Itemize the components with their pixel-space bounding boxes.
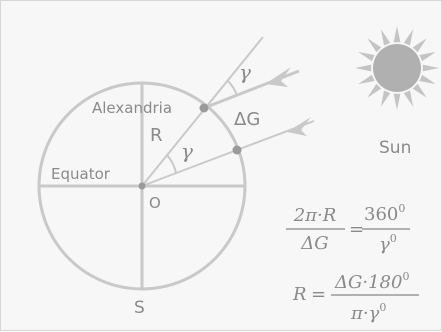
sun-ray xyxy=(380,29,391,46)
formula-circumference: 2π·R ΔG = 3600 γ0 xyxy=(286,202,410,255)
sun-ray xyxy=(403,90,414,107)
gamma-top-label: γ xyxy=(239,60,251,84)
delta-g-label: ΔG xyxy=(234,109,260,130)
sun-ray xyxy=(393,26,401,43)
formula2-lhs: R xyxy=(292,284,307,305)
formula-radius: R = ΔG·1800 π·γ0 xyxy=(292,270,419,324)
formula1-lhs-denominator: ΔG xyxy=(300,233,328,254)
angle-arc-center xyxy=(166,154,177,174)
south-label: S xyxy=(134,298,145,318)
radius-label: R xyxy=(150,125,163,146)
formula1-rhs-numerator: 3600 xyxy=(364,202,405,225)
sun-ray xyxy=(403,29,414,46)
sun-ray xyxy=(422,64,439,72)
sun-ray xyxy=(412,83,427,98)
gamma-center-label: γ xyxy=(181,139,193,163)
sun-ray xyxy=(358,74,375,85)
sun-ray xyxy=(367,83,382,98)
formula1-rhs-denominator: γ0 xyxy=(379,232,397,255)
sun-ray xyxy=(419,51,436,62)
second-city-point xyxy=(232,145,242,155)
sun-ray-arrowhead-2 xyxy=(287,117,311,136)
sun-ray xyxy=(393,93,401,110)
sun-ray xyxy=(358,51,375,62)
center-label: O xyxy=(149,194,161,212)
alexandria-label: Alexandria xyxy=(92,99,172,117)
sun-icon xyxy=(355,26,439,110)
sun-ray xyxy=(380,90,391,107)
sun-ray-arrowhead-1 xyxy=(265,67,291,87)
sun-label: Sun xyxy=(379,138,411,158)
sun-ray-alexandria xyxy=(203,69,300,110)
alexandria-point xyxy=(199,103,209,113)
formula2-denominator: π·γ0 xyxy=(350,301,386,324)
sun-ray xyxy=(355,64,372,72)
angle-arc-top xyxy=(226,79,238,97)
sun-ray xyxy=(367,38,382,53)
formula1-equals: = xyxy=(349,219,364,240)
sun-ray xyxy=(412,38,427,53)
formula2-equals: = xyxy=(311,284,326,305)
center-point xyxy=(138,182,146,190)
formula2-numerator: ΔG·1800 xyxy=(334,270,409,293)
sun-ray xyxy=(419,74,436,85)
equator-label: Equator xyxy=(51,165,111,183)
formula1-lhs-numerator: 2π·R xyxy=(293,205,337,226)
second-city-radius-line xyxy=(141,149,238,187)
